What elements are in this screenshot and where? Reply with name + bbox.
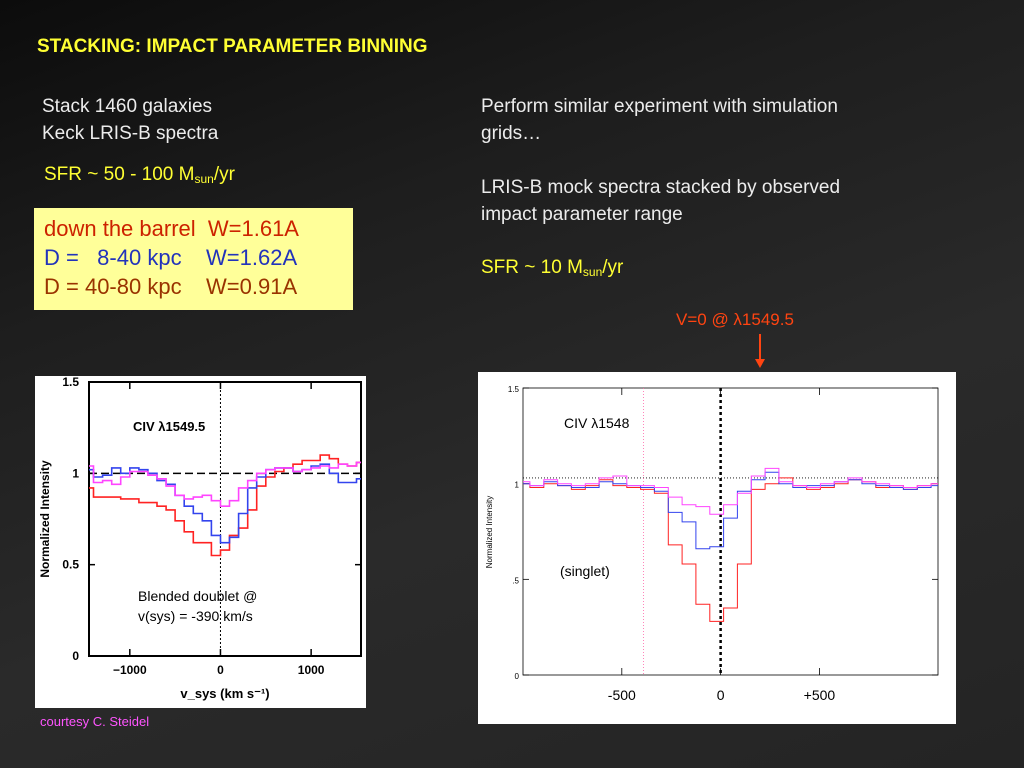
left-sfr-sub: sun [194, 172, 214, 186]
right-sfr: SFR ~ 10 Msun/yr [481, 254, 623, 286]
left-chart: 0 0.5 1 1.5 −1000 0 1000 CIV λ1549.5 Normalized … [38, 375, 362, 701]
right-chart-panel: 0 .5 1 1.5 CIV λ1548 Normalized Intensity (sin… [478, 372, 956, 724]
right-text-block-2: LRIS-B mock spectra stacked by observed … [481, 174, 840, 228]
spectrum-series-0 [523, 477, 938, 622]
annotation-line: v(sys) = -390 km/s [138, 608, 253, 624]
right-chart: 0 .5 1 1.5 CIV λ1548 Normalized Intensity (sin… [478, 385, 956, 724]
y-tick-label: 1 [72, 466, 79, 480]
right-text-block-1: Perform similar experiment with simulati… [481, 93, 838, 147]
annotation: (singlet) [560, 563, 610, 579]
x-label-band [478, 680, 956, 724]
left-text-line-2: Keck LRIS-B spectra [42, 123, 219, 144]
chart-title: CIV λ1549.5 [133, 419, 205, 434]
legend-row-40-80-kpc: D = 40-80 kpc W=0.91A [44, 274, 298, 299]
left-chart-panel: 0 0.5 1 1.5 −1000 0 1000 CIV λ1549.5 Normalized … [35, 375, 366, 708]
left-sfr-prefix: SFR ~ 50 - 100 M [44, 164, 195, 185]
plot-frame [88, 381, 362, 657]
plot-frame [522, 387, 939, 676]
spectrum-series-2 [89, 461, 361, 507]
x-tick-label: 0 [217, 663, 224, 677]
left-sfr: SFR ~ 50 - 100 Msun/yr [44, 161, 235, 193]
series-group [523, 467, 938, 622]
x-tick-label: +500 [804, 687, 836, 703]
right-text2-line-1: LRIS-B mock spectra stacked by observed [481, 177, 841, 198]
left-text-line-1: Stack 1460 galaxies [42, 96, 213, 117]
x-tick-label: 1000 [298, 663, 325, 677]
right-text1-line-1: Perform similar experiment with simulati… [481, 96, 838, 117]
spectrum-series-1 [89, 463, 361, 544]
y-axis-label: Normalized Intensity [38, 460, 52, 578]
right-text1-line-2: grids… [481, 123, 542, 144]
y-axis-label: Normalized Intensity [485, 496, 494, 568]
right-sfr-prefix: SFR ~ 10 M [481, 257, 583, 278]
zero-velocity-label: V=0 @ λ1549.5 [676, 310, 794, 329]
y-tick-label: 1.5 [508, 385, 520, 394]
chart-title: CIV λ1548 [564, 415, 630, 431]
y-tick-label: 0 [515, 672, 520, 681]
legend-box: down the barrel W=1.61A D = 8-40 kpc W=1.… [34, 208, 353, 310]
y-tick-label: 1 [515, 481, 520, 490]
x-tick-label: -500 [608, 687, 636, 703]
spectrum-series-2 [523, 467, 938, 515]
left-text-block: Stack 1460 galaxies Keck LRIS-B spectra [42, 93, 218, 147]
x-tick-label: −1000 [113, 663, 147, 677]
legend-row-down-the-barrel: down the barrel W=1.61A [44, 216, 299, 241]
right-sfr-sub: sun [582, 265, 603, 279]
annotation-line: Blended doublet @ [138, 588, 257, 604]
left-sfr-suffix: /yr [213, 164, 235, 185]
series-group [89, 454, 361, 557]
right-text2-line-2: impact parameter range [481, 204, 683, 225]
y-tick-label: 1.5 [62, 376, 79, 389]
y-tick-label: 0 [72, 649, 79, 663]
x-axis-label: v_sys (km s⁻¹) [180, 686, 269, 701]
courtesy-credit: courtesy C. Steidel [40, 714, 150, 729]
legend-row-8-40-kpc: D = 8-40 kpc W=1.62A [44, 245, 298, 270]
right-sfr-suffix: /yr [602, 257, 624, 278]
slide-title: STACKING: IMPACT PARAMETER BINNING [37, 36, 428, 57]
down-arrow-icon [755, 334, 765, 368]
y-tick-label: 0.5 [62, 558, 79, 572]
x-tick-label: 0 [717, 687, 725, 703]
spectrum-series-0 [89, 454, 361, 557]
y-tick-label: .5 [512, 576, 519, 585]
